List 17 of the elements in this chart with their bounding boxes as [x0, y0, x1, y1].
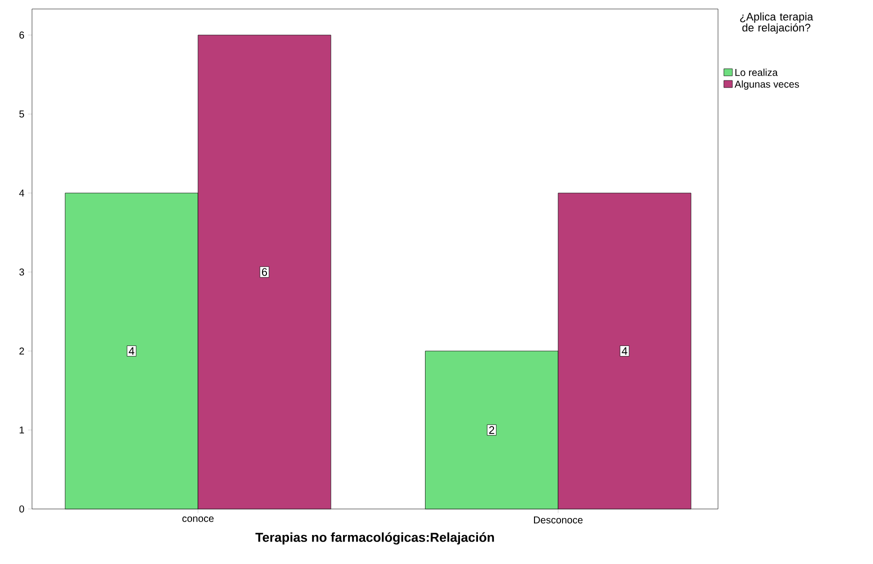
y-tick-label: 1	[20, 426, 24, 434]
x-axis-title: Terapias no farmacológicas:Relajación	[255, 532, 494, 545]
y-tick-label: 3	[19, 268, 24, 276]
y-tick-label: 0	[19, 505, 24, 513]
data-label: 4	[622, 347, 628, 355]
y-tick-label: 4	[19, 190, 24, 196]
y-tick-label: 5	[19, 110, 24, 118]
legend-title: ¿Aplica terapia de relajación?	[740, 12, 814, 34]
x-tick-label: Desconoce	[534, 516, 583, 524]
legend-label: Lo realiza	[735, 68, 778, 76]
data-label: 6	[262, 268, 268, 276]
data-label: 2	[489, 426, 494, 434]
y-tick-label: 2	[19, 348, 24, 354]
legend-label: Algunas veces	[734, 80, 800, 90]
data-label: 4	[128, 347, 134, 355]
y-tick-label: 6	[19, 32, 24, 39]
x-tick-label: conoce	[182, 516, 214, 522]
